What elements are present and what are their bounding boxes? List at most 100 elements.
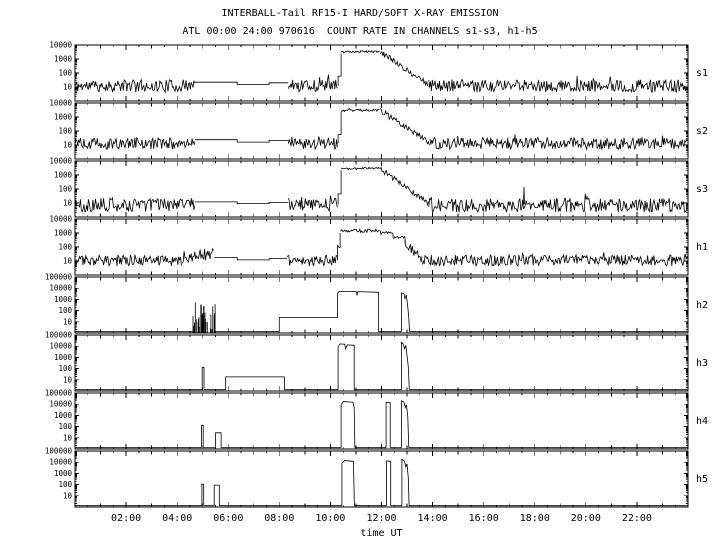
x-axis-title: time UT bbox=[360, 528, 403, 539]
series-segment-s3 bbox=[379, 166, 429, 207]
y-tick-label: 10 bbox=[63, 491, 73, 500]
series-segment-h4 bbox=[215, 432, 222, 448]
series-segment-s3 bbox=[341, 166, 380, 171]
y-tick-label: 10 bbox=[63, 141, 73, 150]
channel-label-s3: s3 bbox=[696, 184, 708, 195]
panel-frame bbox=[74, 44, 689, 102]
y-tick-label: 10000 bbox=[49, 400, 72, 409]
series-segment-h2 bbox=[192, 302, 216, 333]
y-tick-label: 100 bbox=[58, 243, 72, 252]
series-segment-h5 bbox=[386, 460, 392, 506]
y-tick-label: 1000 bbox=[54, 295, 73, 304]
series-segment-h2 bbox=[278, 291, 379, 332]
channel-label-h5: h5 bbox=[696, 474, 708, 485]
series-segment-h1 bbox=[286, 254, 338, 267]
axis-ticks bbox=[75, 450, 688, 508]
y-tick-label: 1000 bbox=[54, 229, 73, 238]
y-tick-label: 1000 bbox=[54, 55, 73, 64]
series-segment-h4 bbox=[385, 401, 391, 448]
x-tick-label: 10:00 bbox=[315, 513, 345, 524]
channel-label-h2: h2 bbox=[696, 300, 708, 311]
panel-h3: 10 100 1000 10000 100000 h3 bbox=[45, 331, 708, 392]
axis-ticks bbox=[75, 102, 688, 160]
channel-label-h3: h3 bbox=[696, 358, 708, 369]
series-segment-h5 bbox=[213, 484, 220, 506]
series-segment-s2 bbox=[287, 136, 338, 151]
x-tick-label: 18:00 bbox=[520, 513, 550, 524]
series-segment-h5 bbox=[201, 483, 205, 506]
axis-ticks bbox=[75, 276, 688, 334]
series-segment-h1 bbox=[404, 239, 423, 263]
series-segment-h4 bbox=[401, 400, 410, 448]
panel-h5: 10 100 1000 10000 100000 h5 bbox=[45, 447, 708, 508]
y-tick-label: 10000 bbox=[49, 342, 72, 351]
panel-frame bbox=[74, 392, 689, 450]
axis-ticks bbox=[75, 44, 688, 102]
panel-s3: 10 100 1000 10000 s3 bbox=[49, 157, 708, 218]
panel-frame bbox=[74, 218, 689, 276]
series-segment-h1 bbox=[74, 253, 182, 267]
series-segment-s2 bbox=[340, 107, 380, 113]
x-tick-label: 06:00 bbox=[213, 513, 243, 524]
series-segment-s2 bbox=[429, 134, 688, 151]
series-segment-h1 bbox=[422, 251, 689, 268]
series-segment-h5 bbox=[341, 460, 355, 506]
series-segment-h1 bbox=[392, 235, 405, 240]
y-tick-label: 100 bbox=[58, 422, 72, 431]
series-segment-h1 bbox=[181, 247, 214, 264]
series-segment-s1 bbox=[340, 49, 380, 54]
series-segment-s2 bbox=[380, 108, 430, 146]
channel-label-s2: s2 bbox=[696, 126, 708, 137]
y-tick-label: 10 bbox=[63, 199, 73, 208]
series-segment-s3 bbox=[337, 170, 342, 205]
series-segment-h3 bbox=[201, 366, 205, 390]
y-tick-label: 1000 bbox=[54, 469, 73, 478]
y-tick-label: 1000 bbox=[54, 411, 73, 420]
y-tick-label: 100000 bbox=[45, 273, 73, 282]
y-tick-label: 100 bbox=[58, 185, 72, 194]
y-tick-label: 100 bbox=[58, 69, 72, 78]
series-segment-h4 bbox=[201, 424, 204, 448]
series-segment-s1 bbox=[287, 74, 338, 93]
y-tick-label: 10000 bbox=[49, 41, 72, 50]
panel-s1: 10 100 1000 10000 s1 bbox=[49, 41, 708, 102]
series-segment-s2 bbox=[195, 139, 289, 143]
chart-subtitle: ATL 00:00 24:00 970616 COUNT RATE IN CHA… bbox=[182, 26, 538, 37]
y-tick-label: 1000 bbox=[54, 113, 73, 122]
series-segment-h2 bbox=[401, 292, 410, 332]
channel-label-h4: h4 bbox=[696, 416, 708, 427]
y-tick-label: 10000 bbox=[49, 284, 72, 293]
y-tick-label: 10 bbox=[63, 257, 73, 266]
panel-frame bbox=[74, 450, 689, 508]
axis-ticks bbox=[75, 334, 688, 392]
series-segment-s3 bbox=[287, 195, 338, 213]
y-tick-label: 10 bbox=[63, 375, 73, 384]
y-tick-label: 10 bbox=[63, 433, 73, 442]
x-tick-label: 02:00 bbox=[111, 513, 141, 524]
y-tick-label: 100000 bbox=[45, 447, 73, 456]
series-segment-h1 bbox=[214, 257, 287, 261]
series-segment-s1 bbox=[428, 75, 688, 94]
series-segment-s3 bbox=[195, 201, 289, 204]
channel-label-h1: h1 bbox=[696, 242, 708, 253]
series-segment-s1 bbox=[337, 53, 342, 86]
series-segment-s3 bbox=[428, 193, 688, 214]
y-tick-label: 100 bbox=[58, 306, 72, 315]
y-tick-label: 100000 bbox=[45, 389, 73, 398]
series-segment-h5 bbox=[401, 458, 410, 506]
y-tick-label: 10000 bbox=[49, 99, 72, 108]
axis-ticks bbox=[75, 392, 688, 450]
x-tick-label: 16:00 bbox=[469, 513, 499, 524]
y-tick-label: 1000 bbox=[54, 353, 73, 362]
panel-h4: 10 100 1000 10000 100000 h4 bbox=[45, 389, 708, 450]
x-tick-label: 04:00 bbox=[162, 513, 192, 524]
series-segment-h3 bbox=[337, 343, 355, 390]
panel-h2: 10 100 1000 10000 100000 h2 bbox=[45, 273, 708, 334]
y-tick-label: 10000 bbox=[49, 157, 72, 166]
y-tick-label: 10 bbox=[63, 83, 73, 92]
series-segment-s1 bbox=[379, 50, 429, 87]
x-tick-label: 12:00 bbox=[366, 513, 396, 524]
x-tick-label: 20:00 bbox=[571, 513, 601, 524]
